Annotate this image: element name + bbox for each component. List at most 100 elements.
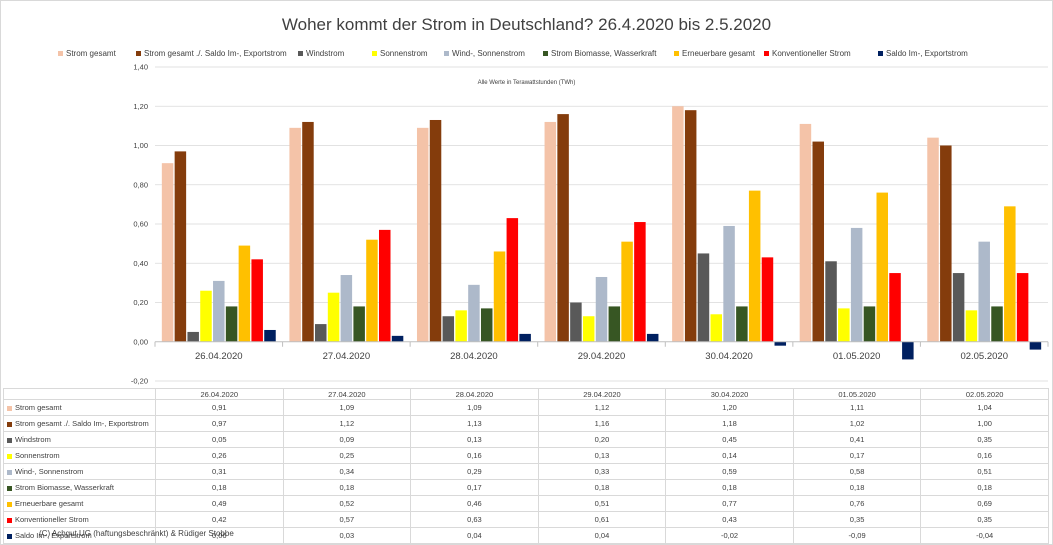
- table-cell: 0,61: [537, 511, 667, 528]
- legend-label: Windstrom: [306, 49, 345, 58]
- legend-swatch: [298, 51, 303, 57]
- bar: [646, 333, 659, 342]
- table-row: Strom Biomasse, Wasserkraft 0,18 0,18 0,17 0…: [3, 479, 1049, 496]
- table-cell: 1,12: [537, 399, 667, 416]
- bar: [544, 121, 557, 342]
- table-cell: 1,12: [282, 415, 412, 432]
- bar: [634, 222, 646, 342]
- bar: [825, 261, 837, 342]
- legend-swatch: [543, 51, 548, 57]
- bar: [493, 251, 506, 342]
- table-cell: 0,03: [282, 527, 412, 544]
- bar: [582, 316, 595, 342]
- bar: [684, 110, 697, 342]
- bar: [353, 306, 365, 342]
- bar: [902, 341, 914, 360]
- table-row: Sonnenstrom 0,26 0,25 0,16 0,13 0,14 0,17 0,16: [3, 447, 1049, 464]
- table-row: Saldo Im-, Exportstrom 0,06 0,03 0,04 0,04 -0…: [3, 527, 1049, 544]
- table-cell: 0,05: [155, 431, 284, 448]
- table-cell: 1,16: [537, 415, 667, 432]
- table-row-label: Sonnenstrom: [3, 447, 156, 464]
- bar: [251, 259, 263, 342]
- table-swatch: [7, 405, 12, 411]
- table-row-label: Strom gesamt: [3, 399, 156, 416]
- y-tick-label: 1,00: [133, 141, 148, 150]
- table-cell: 0,59: [665, 463, 794, 480]
- table-cell: -0,04: [920, 527, 1049, 544]
- table-column-header: 01.05.2020: [792, 388, 922, 400]
- bar: [161, 163, 174, 342]
- chart-title: Woher kommt der Strom in Deutschland? 26…: [281, 15, 772, 34]
- table-cell: 0,49: [155, 495, 284, 512]
- legend-entry: Sonnenstrom: [372, 49, 428, 59]
- table-cell: 1,20: [665, 399, 794, 416]
- x-tick-label: 01.05.2020: [833, 351, 881, 362]
- bar: [863, 306, 876, 342]
- table-column-header: 28.04.2020: [410, 388, 539, 400]
- bar: [1016, 273, 1029, 342]
- bar: [927, 137, 939, 342]
- table-series-name: Wind-, Sonnenstrom: [15, 467, 84, 476]
- x-tick-label: 02.05.2020: [960, 351, 1008, 362]
- legend-entry: Strom gesamt ./. Saldo Im-, Exportstrom: [136, 49, 287, 59]
- table-cell: 1,11: [792, 399, 922, 416]
- table-cell: 1,09: [410, 399, 539, 416]
- table-swatch: [7, 453, 12, 459]
- table-row: Strom gesamt ./. Saldo Im-, Exportstrom 0…: [3, 415, 1049, 432]
- table-cell: 0,16: [920, 447, 1049, 464]
- table-cell: 1,04: [920, 399, 1049, 416]
- bar: [1029, 341, 1042, 350]
- table-cell: 0,58: [792, 463, 922, 480]
- bar: [697, 253, 710, 342]
- table-series-name: Konventioneller Strom: [15, 515, 89, 524]
- table-cell: 0,45: [665, 431, 794, 448]
- y-tick-label: 0,00: [133, 337, 148, 346]
- bar: [812, 141, 824, 342]
- bar: [608, 306, 621, 342]
- table-cell: 0,29: [410, 463, 539, 480]
- table-row-label: Wind-, Sonnenstrom: [3, 463, 156, 480]
- table-cell: 0,18: [665, 479, 794, 496]
- legend-label: Strom Biomasse, Wasserkraft: [551, 49, 657, 58]
- table-swatch: [7, 421, 12, 427]
- table-row: Erneuerbare gesamt 0,49 0,52 0,46 0,51 0,77 0,…: [3, 495, 1049, 512]
- table-swatch: [7, 501, 12, 507]
- legend-label: Strom gesamt: [66, 49, 116, 58]
- legend-label: Sonnenstrom: [380, 49, 428, 58]
- x-tick-label: 28.04.2020: [450, 351, 498, 362]
- table-cell: 1,02: [792, 415, 922, 432]
- table-cell: 0,46: [410, 495, 539, 512]
- bar: [952, 273, 965, 342]
- table-cell: 0,18: [282, 479, 412, 496]
- x-tick-label: 26.04.2020: [195, 351, 243, 362]
- table-cell: 0,13: [537, 447, 667, 464]
- legend-swatch: [136, 51, 141, 57]
- bar: [978, 241, 990, 342]
- y-tick-label: -0,20: [131, 377, 148, 386]
- bar: [315, 324, 327, 342]
- table-cell: 0,69: [920, 495, 1049, 512]
- bar: [595, 276, 608, 342]
- table-cell: 0,42: [155, 511, 284, 528]
- table-cell: 0,34: [282, 463, 412, 480]
- bar: [723, 225, 735, 342]
- table-cell: 0,16: [410, 447, 539, 464]
- table-series-name: Windstrom: [15, 435, 51, 444]
- table-cell: 0,04: [410, 527, 539, 544]
- table-swatch: [7, 517, 12, 523]
- bar: [838, 308, 850, 342]
- bar: [174, 151, 187, 342]
- legend-label: Wind-, Sonnenstrom: [452, 49, 525, 58]
- legend-label: Strom gesamt ./. Saldo Im-, Exportstrom: [144, 49, 287, 58]
- bar: [621, 241, 633, 342]
- table-column-header: 29.04.2020: [537, 388, 667, 400]
- table-cell: 0,17: [410, 479, 539, 496]
- table-cell: 0,77: [665, 495, 794, 512]
- table-cell: 0,33: [537, 463, 667, 480]
- x-tick-label: 29.04.2020: [578, 351, 626, 362]
- table-cell: 0,14: [665, 447, 794, 464]
- table-cell: 0,57: [282, 511, 412, 528]
- table-corner: [3, 388, 156, 400]
- table-row-label: Windstrom: [3, 431, 156, 448]
- table-cell: 0,18: [537, 479, 667, 496]
